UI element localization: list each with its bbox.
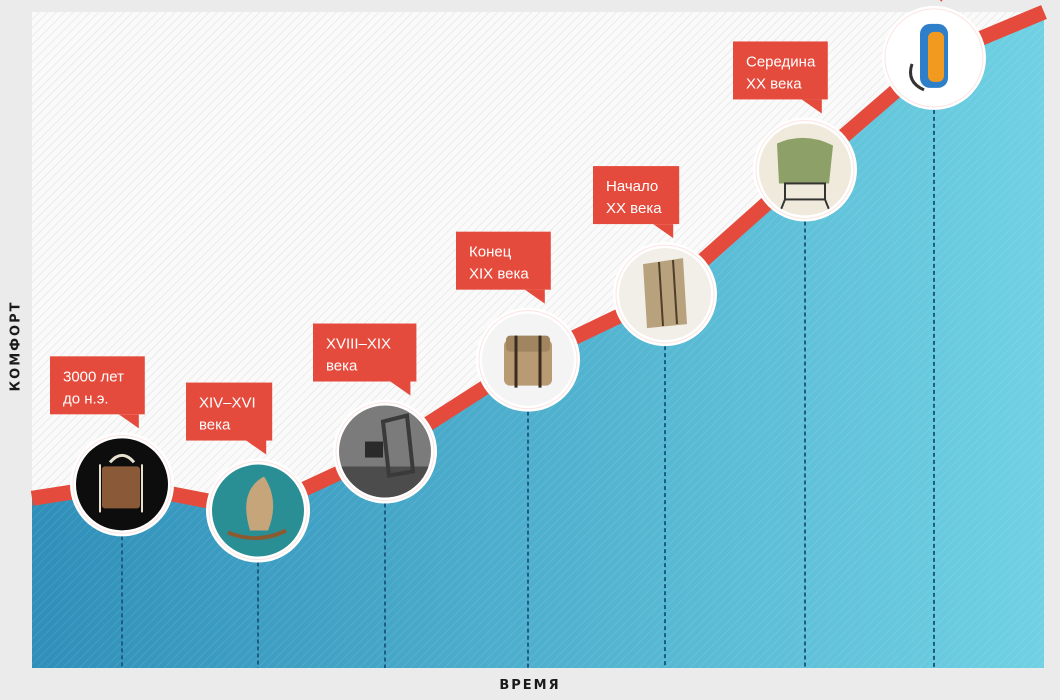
- era-label-tail: [118, 414, 139, 429]
- era-label-text: XIV–XVI: [199, 395, 256, 412]
- era-label-tail: [653, 224, 674, 239]
- era-label-text: века: [326, 358, 358, 375]
- era-label-text: XX века: [746, 75, 802, 92]
- era-label: XIV–XVI века: [186, 382, 273, 455]
- y-axis-label: КОМФОРТ: [8, 300, 24, 392]
- era-label-box: [593, 166, 680, 225]
- ancient-frame-backpack-icon: [76, 438, 168, 531]
- era-label: XVIII–XIX века: [313, 323, 417, 396]
- era-label-text: XVIII–XIX: [326, 336, 391, 353]
- era-label-tail: [390, 381, 411, 396]
- era-label-box: [50, 356, 145, 415]
- canvas-rucksack-icon: [482, 313, 574, 406]
- pack-frame-rucksack-icon: [619, 248, 711, 341]
- era-marker: [476, 307, 580, 412]
- external-frame-backpack-icon: [759, 123, 851, 216]
- era-marker: [333, 399, 437, 504]
- era-label: Середина XX века: [733, 41, 828, 114]
- era-label-tail: [801, 99, 822, 114]
- modern-hiking-backpack-icon: [888, 11, 980, 104]
- era-label-text: века: [199, 417, 231, 434]
- era-label-text: XIX века: [469, 266, 529, 283]
- era-label: XXI век: [939, 0, 943, 2]
- era-marker: [70, 432, 174, 537]
- era-marker: [613, 242, 717, 347]
- era-label-text: 3000 лет: [63, 368, 124, 385]
- era-marker: [882, 5, 986, 110]
- era-label-box: [186, 382, 273, 441]
- era-label-text: до н.э.: [63, 390, 109, 407]
- era-label-text: Конец: [469, 244, 512, 261]
- era-label-tail: [939, 0, 943, 2]
- era-label-box: [456, 231, 551, 290]
- era-marker: [206, 458, 310, 563]
- era-label: 3000 лет до н.э.: [50, 356, 145, 429]
- era-label-tail: [246, 440, 267, 455]
- wooden-frame-backpack-icon: [339, 405, 431, 498]
- era-label-box: [313, 323, 417, 382]
- x-axis-label: ВРЕМЯ: [499, 678, 561, 693]
- era-label-box: [733, 41, 828, 100]
- era-marker: [753, 117, 857, 222]
- era-label-text: XX века: [606, 200, 662, 217]
- era-label-text: Начало: [606, 178, 658, 195]
- era-label-text: Середина: [746, 53, 816, 70]
- era-label: Конец XIX века: [456, 231, 551, 304]
- era-label-tail: [524, 289, 545, 304]
- era-label: Начало XX века: [593, 166, 680, 239]
- woven-basket-backpack-icon: [212, 464, 304, 557]
